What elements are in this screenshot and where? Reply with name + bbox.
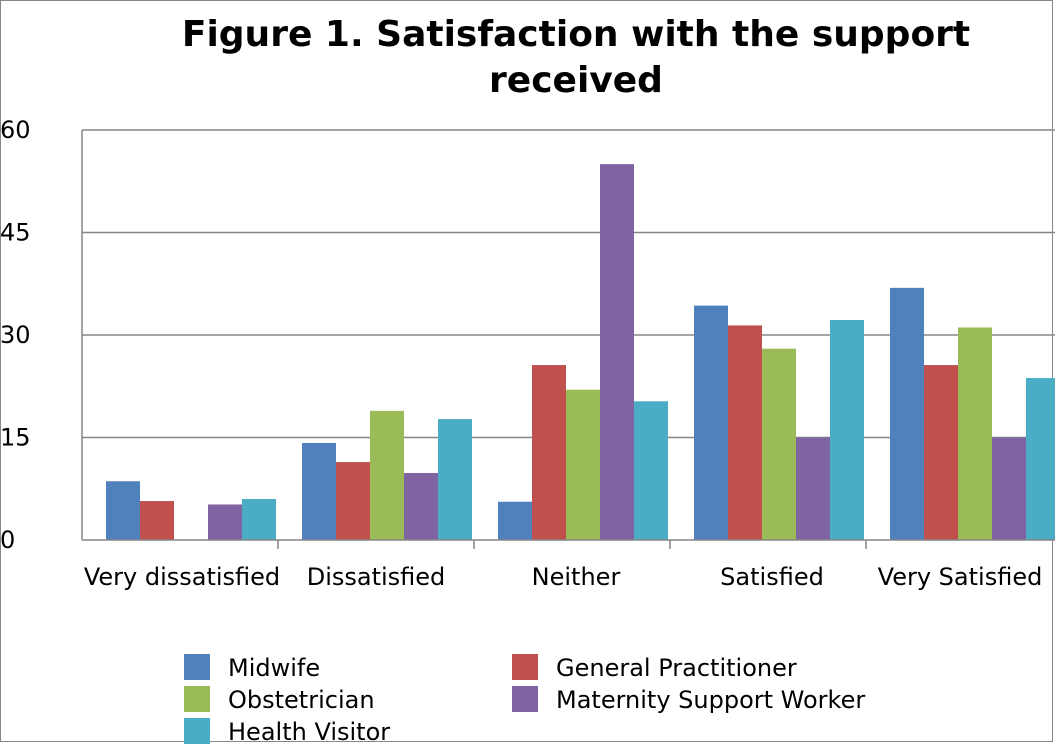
bar — [370, 410, 404, 540]
x-tick-label: Neither — [532, 563, 621, 591]
bars — [106, 164, 1055, 540]
bar — [634, 401, 668, 540]
chart-title-line-1: Figure 1. Satisfaction with the support — [182, 14, 970, 55]
bar — [796, 437, 830, 540]
y-tick-labels: 0 15 30 45 60 — [0, 116, 31, 554]
bar — [208, 504, 242, 540]
legend: Midwife General Practitioner Obstetrician M… — [184, 654, 865, 744]
x-tick-label: Very Satisfied — [878, 563, 1043, 591]
bar — [958, 327, 992, 540]
x-tick-label: Dissatisfied — [307, 563, 446, 591]
bar — [694, 305, 728, 540]
bar — [404, 473, 438, 540]
y-tick-label: 15 — [0, 424, 31, 452]
bar — [762, 348, 796, 540]
y-tick-label: 45 — [0, 219, 31, 247]
legend-label: General Practitioner — [556, 654, 797, 682]
legend-label: Midwife — [228, 654, 320, 682]
bar — [566, 389, 600, 540]
bar — [336, 462, 370, 540]
x-tick-labels: Very dissatisfied Dissatisfied Neither Sati… — [84, 563, 1043, 591]
bar — [302, 442, 336, 540]
legend-swatch — [184, 654, 210, 680]
bar — [830, 319, 864, 540]
bar — [140, 501, 174, 540]
y-tick-label: 60 — [0, 116, 31, 144]
bar — [1026, 378, 1055, 540]
chart-title-line-2: received — [489, 60, 663, 101]
y-tick-label: 0 — [0, 526, 15, 554]
legend-label: Maternity Support Worker — [556, 686, 865, 714]
axes — [81, 130, 1055, 549]
bar — [498, 501, 532, 540]
bar — [992, 437, 1026, 540]
x-tick-label: Very dissatisfied — [84, 563, 280, 591]
y-tick-label: 30 — [0, 321, 31, 349]
bar — [728, 325, 762, 540]
legend-label: Obstetrician — [228, 686, 375, 714]
bar — [924, 365, 958, 540]
bar — [438, 419, 472, 540]
bar — [242, 499, 276, 540]
bar — [600, 164, 634, 540]
bar — [106, 481, 140, 540]
legend-swatch — [184, 718, 210, 744]
legend-swatch — [184, 686, 210, 712]
legend-swatch — [512, 654, 538, 680]
bar — [890, 287, 924, 540]
legend-swatch — [512, 686, 538, 712]
x-tick-label: Satisfied — [720, 563, 824, 591]
legend-label: Health Visitor — [228, 718, 390, 744]
bar — [532, 365, 566, 540]
